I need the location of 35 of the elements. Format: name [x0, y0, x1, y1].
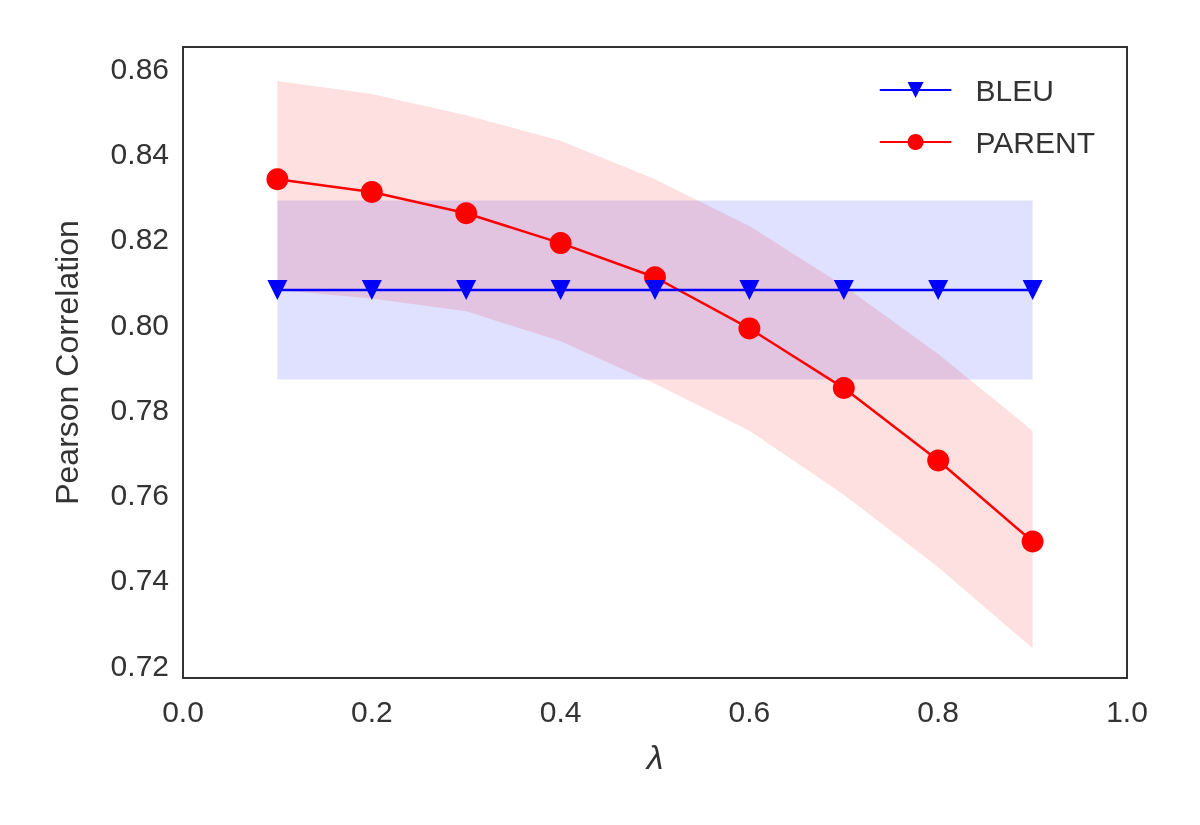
point — [738, 317, 761, 340]
point — [549, 232, 572, 255]
point — [1021, 530, 1044, 553]
y-tick-label: 0.84 — [110, 137, 169, 171]
y-axis-title: Pearson Correlation — [49, 220, 85, 505]
point — [928, 280, 949, 301]
point — [267, 280, 288, 301]
y-tick-label: 0.76 — [110, 478, 169, 512]
x-tick-label: 0.4 — [539, 694, 582, 728]
point — [833, 280, 854, 301]
x-tick-label: 0.6 — [728, 694, 771, 728]
x-tick-label: 0.8 — [917, 694, 960, 728]
point — [927, 449, 950, 472]
point — [266, 168, 289, 191]
y-tick-label: 0.86 — [110, 51, 169, 85]
y-tick-label: 0.80 — [110, 307, 169, 341]
point — [1022, 280, 1043, 301]
legend-label: BLEU — [975, 73, 1054, 107]
point — [645, 280, 665, 301]
y-tick-label: 0.72 — [110, 648, 169, 682]
y-tick-label: 0.74 — [110, 563, 169, 597]
legend-label: PARENT — [975, 125, 1096, 159]
x-tick-label: 1.0 — [1106, 694, 1148, 728]
y-tick-label: 0.82 — [110, 222, 169, 256]
point — [455, 202, 478, 225]
point — [360, 180, 383, 203]
point — [361, 280, 382, 301]
point — [456, 280, 477, 301]
point — [550, 280, 571, 301]
y-tick-label: 0.78 — [110, 392, 169, 426]
point — [832, 377, 855, 400]
x-tick-label: 0.2 — [350, 694, 393, 728]
x-tick-label: 0.0 — [162, 694, 204, 728]
x-axis-title: λ — [644, 738, 664, 776]
point — [739, 280, 760, 301]
